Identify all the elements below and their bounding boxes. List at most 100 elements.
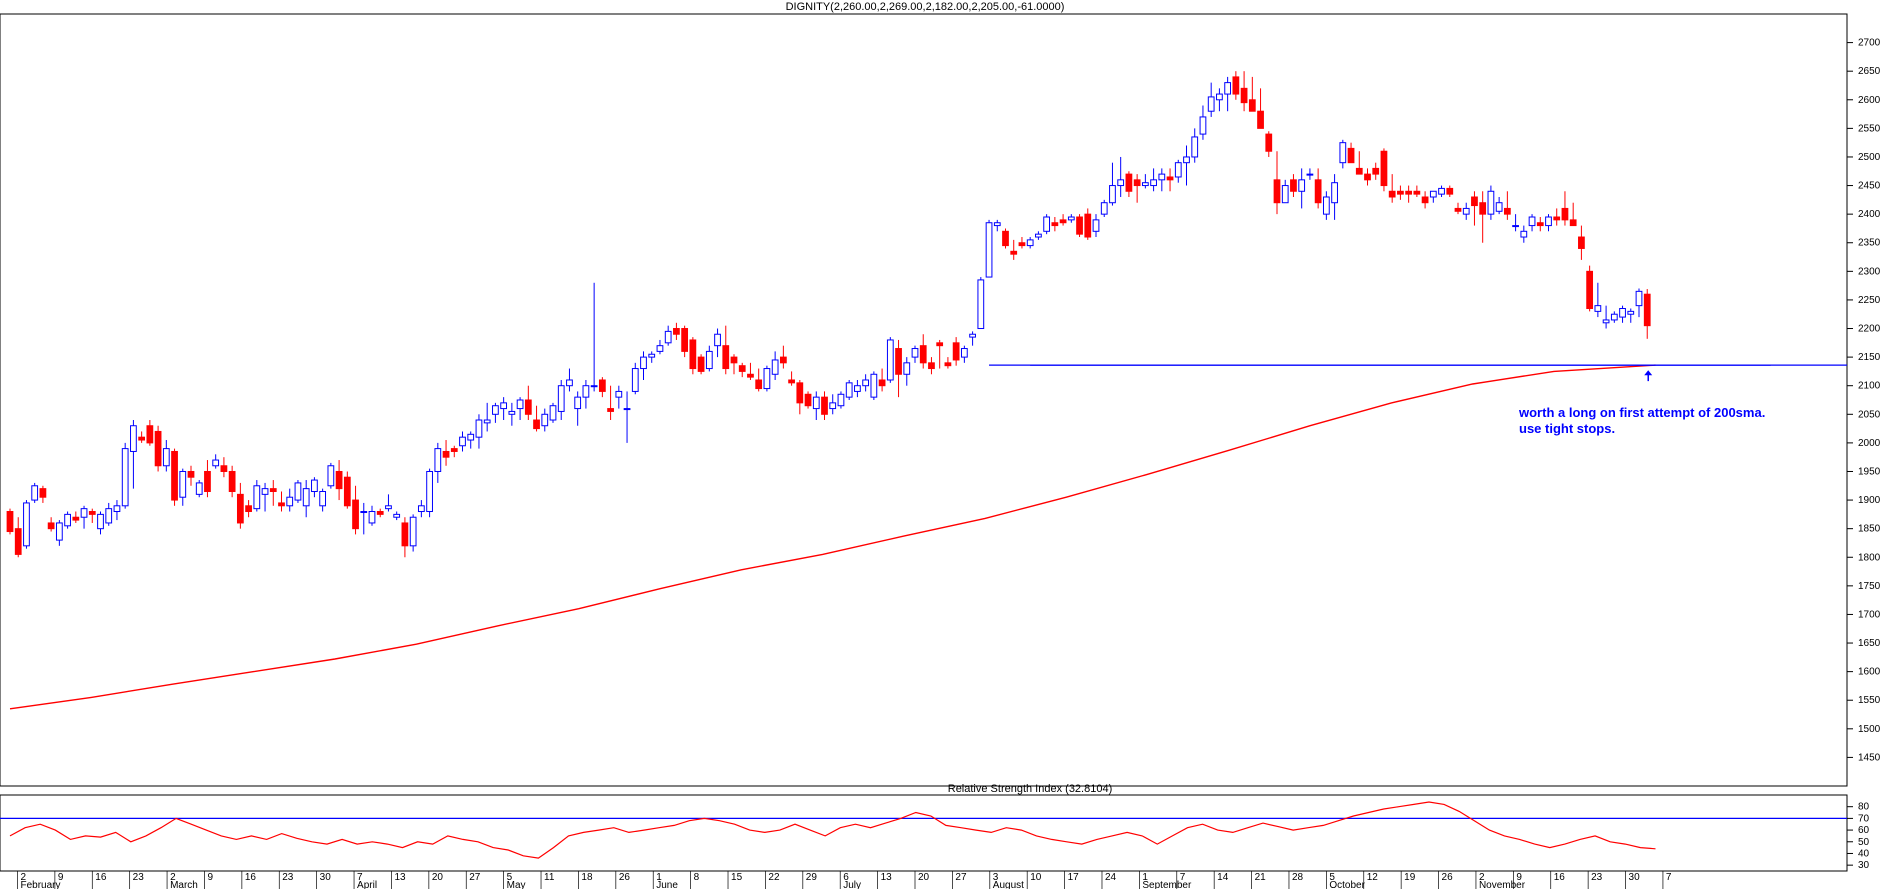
candle-up	[1026, 239, 1034, 247]
candle-up	[845, 382, 853, 398]
candle-up	[1487, 190, 1495, 215]
y-tick-label: 2050	[1858, 409, 1881, 420]
rsi-tick-label: 30	[1858, 860, 1870, 871]
candle-down	[895, 348, 902, 375]
rsi-tick-label: 60	[1858, 825, 1870, 836]
candle-down	[1314, 179, 1322, 204]
candle-up	[302, 488, 310, 507]
candle-up	[23, 502, 30, 547]
candle-up	[1150, 179, 1157, 187]
annotation-line-2: use tight stops.	[1519, 421, 1615, 436]
candle-up	[64, 513, 71, 527]
candle-down	[1076, 216, 1083, 235]
candle-down	[1002, 230, 1009, 247]
y-tick-label: 2150	[1858, 352, 1881, 363]
candle-up	[1339, 142, 1347, 164]
candle-up	[179, 470, 187, 498]
candle-down	[1347, 147, 1355, 164]
candle-down	[1454, 207, 1462, 212]
candle-down	[1240, 87, 1248, 104]
x-day-tick-label: 22	[768, 872, 780, 883]
candle-up	[1174, 162, 1182, 178]
candle-up	[286, 496, 294, 507]
candle-down	[1051, 222, 1059, 227]
candle-down	[6, 511, 14, 533]
candle-up	[417, 505, 425, 513]
candle-down	[952, 342, 960, 361]
candle-down	[1166, 176, 1174, 181]
x-day-tick-label: 23	[282, 872, 294, 883]
candle-up	[829, 402, 837, 410]
y-tick-label: 2700	[1858, 38, 1881, 49]
candle-down	[689, 339, 697, 370]
main-price-panel: 1450 1500 1550 1600 1650 1700 1750 1800 1850 1900…	[0, 13, 1881, 787]
x-month-label: November	[1479, 880, 1526, 889]
candle-down	[1446, 187, 1454, 195]
candle-down	[796, 382, 804, 404]
candle-down	[1578, 236, 1585, 249]
x-day-tick-label: 3	[993, 872, 999, 883]
x-day-tick-label: 7	[1666, 872, 1672, 883]
candle-up	[1306, 173, 1314, 176]
x-day-tick-label: 13	[881, 872, 893, 883]
candle-up	[1224, 82, 1232, 95]
x-day-tick-label: 26	[1442, 872, 1454, 883]
x-day-tick-label: 14	[1217, 872, 1229, 883]
candle-up	[1322, 196, 1330, 215]
candle-up	[1092, 219, 1100, 232]
candle-down	[1388, 190, 1396, 198]
candle-up	[623, 408, 631, 411]
candle-down	[1380, 150, 1388, 187]
candle-down	[1643, 293, 1651, 327]
x-month-label: August	[993, 880, 1024, 889]
y-tick-label: 2550	[1858, 123, 1881, 134]
candle-down	[919, 345, 927, 364]
main-panel-frame	[0, 13, 1848, 787]
candle-up	[590, 385, 598, 388]
candle-up	[557, 385, 565, 412]
x-day-tick-label: 5	[1329, 872, 1335, 883]
candle-down	[607, 408, 614, 412]
candle-up	[566, 379, 573, 387]
candle-up	[656, 345, 664, 352]
x-day-tick-label: 28	[1292, 872, 1304, 883]
candle-up	[1067, 216, 1075, 221]
x-day-tick-label: 27	[469, 872, 481, 883]
candle-up	[1520, 230, 1528, 238]
candle-up	[1495, 202, 1503, 212]
candle-up	[113, 505, 121, 513]
x-day-tick-label: 2	[1479, 872, 1485, 883]
candle-down	[1405, 190, 1413, 195]
candle-down	[598, 379, 606, 392]
candle-up	[130, 425, 137, 452]
candle-down	[1133, 179, 1141, 187]
candle-down	[1372, 167, 1380, 175]
candle-up	[664, 330, 672, 344]
candle-down	[450, 448, 458, 452]
candle-up	[903, 362, 911, 375]
candle-up	[1602, 319, 1610, 324]
candle-down	[401, 522, 409, 547]
candle-up	[648, 353, 656, 358]
candle-up	[31, 485, 39, 501]
x-day-tick-label: 6	[843, 872, 849, 883]
x-day-tick-label: 20	[918, 872, 930, 883]
x-day-tick-label: 9	[207, 872, 213, 883]
x-day-tick-label: 21	[1255, 872, 1267, 883]
candle-down	[1503, 207, 1511, 215]
candle-up	[960, 348, 968, 358]
rsi-line	[9, 801, 1656, 859]
candle-up	[541, 413, 549, 427]
candle-up	[360, 511, 368, 514]
candle-up	[640, 356, 647, 370]
candle-down	[1355, 167, 1363, 175]
candle-up	[1429, 190, 1437, 198]
x-day-tick-label: 2	[20, 872, 26, 883]
candle-up	[1035, 233, 1042, 238]
candle-down	[1536, 222, 1544, 227]
candle-down	[1059, 219, 1067, 224]
candle-down	[1018, 242, 1026, 247]
x-day-tick-label: 10	[1030, 872, 1042, 883]
candle-down	[1364, 173, 1371, 181]
y-tick-label: 1750	[1858, 581, 1881, 592]
